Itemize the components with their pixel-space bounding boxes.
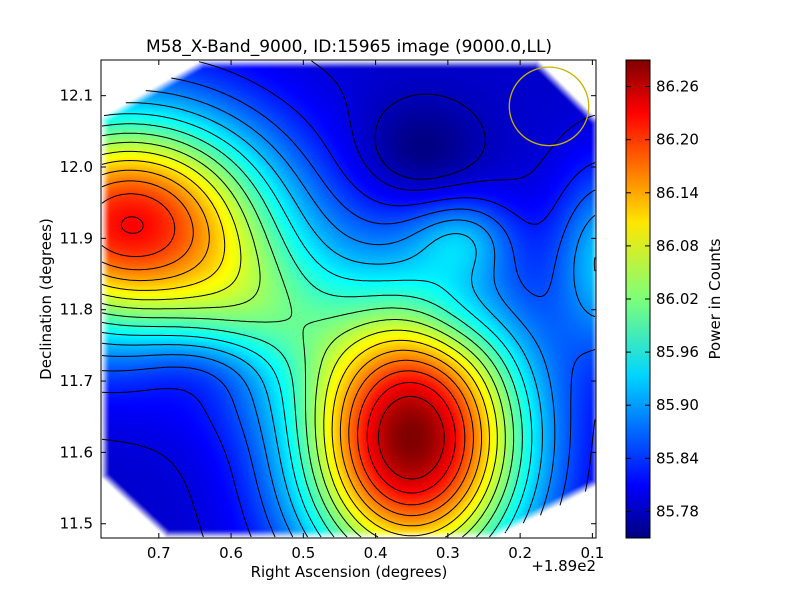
colorbar-tick-label: 85.96 <box>656 343 699 361</box>
contour-line <box>120 216 456 494</box>
contour-line <box>101 180 474 517</box>
y-tick-label: 12.1 <box>60 87 93 105</box>
y-axis-label: Declination (degrees) <box>37 218 55 380</box>
contour-line <box>101 193 466 506</box>
x-tick-label: 0.1 <box>580 544 604 562</box>
heatmap <box>101 60 596 538</box>
plot-frame <box>100 59 597 539</box>
x-tick-label: 0.7 <box>147 544 171 562</box>
x-tick-label: 0.3 <box>436 544 460 562</box>
x-tick-label: 0.2 <box>508 544 532 562</box>
contour-line <box>101 102 596 538</box>
contour-line <box>378 396 445 480</box>
contour-line <box>101 123 523 538</box>
chart-title: M58_X-Band_9000, ID:15965 image (9000.0,… <box>146 37 552 57</box>
beam-circle <box>508 66 590 147</box>
contour-line <box>101 169 482 527</box>
y-tick-label: 11.9 <box>60 229 93 247</box>
contour-line <box>374 93 486 180</box>
x-axis-label: Right Ascension (degrees) <box>251 563 448 581</box>
x-axis: 0.7 0.6 0.5 0.4 0.3 0.2 0.1 <box>147 60 604 562</box>
colorbar-tick-label: 85.78 <box>656 502 699 520</box>
y-axis: 11.5 11.6 11.7 11.8 11.9 12.0 12.1 <box>60 87 596 533</box>
colorbar: 85.78 85.84 85.90 85.96 86.02 86.08 86.14 86.20… <box>625 59 724 539</box>
colorbar-label: Power in Counts <box>706 238 724 359</box>
contour-lines <box>101 60 596 538</box>
y-tick-label: 12.0 <box>60 158 93 176</box>
contour-line <box>101 77 596 538</box>
contour-line <box>101 61 596 538</box>
x-tick-label: 0.5 <box>291 544 315 562</box>
contour-line <box>101 90 596 538</box>
colorbar-tick-label: 86.20 <box>656 131 699 149</box>
contour-line <box>101 160 490 537</box>
y-tick-label: 11.7 <box>60 372 93 390</box>
x-tick-label: 0.4 <box>364 544 388 562</box>
colorbar-tick-label: 86.26 <box>656 78 699 96</box>
y-tick-label: 11.6 <box>60 443 93 461</box>
contour-line <box>101 113 533 538</box>
contour-line <box>101 60 596 538</box>
contour-line <box>101 132 515 538</box>
contour-line <box>101 150 498 538</box>
x-tick-label: 0.6 <box>219 544 243 562</box>
y-tick-label: 11.8 <box>60 301 93 319</box>
y-tick-label: 11.5 <box>60 515 93 533</box>
beam-marker <box>508 66 590 147</box>
heatmap-image <box>101 60 596 538</box>
colorbar-tick-label: 86.08 <box>656 237 699 255</box>
colorbar-tick-label: 86.14 <box>656 184 699 202</box>
colorbar-tick-label: 86.02 <box>656 290 699 308</box>
colorbar-tick-label: 85.90 <box>656 396 699 414</box>
x-axis-offset-label: +1.89e2 <box>531 557 596 575</box>
colorbar-ticks: 85.78 85.84 85.90 85.96 86.02 86.08 86.14 86.20… <box>626 78 699 520</box>
colorbar-tick-label: 85.84 <box>656 449 699 467</box>
contour-line <box>101 141 506 538</box>
